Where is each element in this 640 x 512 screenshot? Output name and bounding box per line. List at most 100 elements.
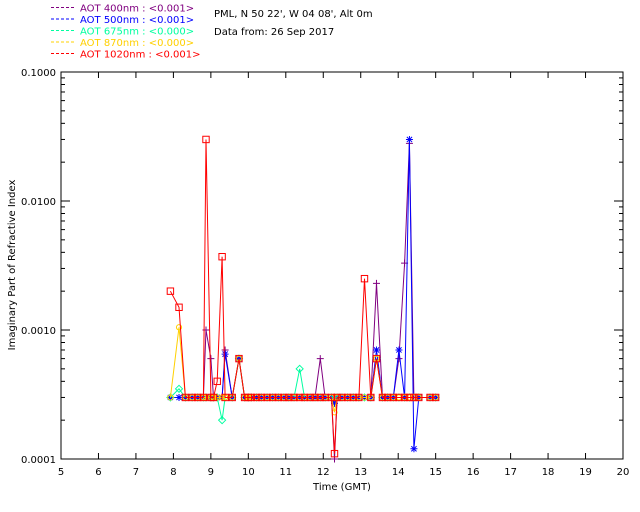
x-tick-label: 6 [95, 467, 101, 478]
data-point [199, 393, 208, 402]
data-point [338, 393, 346, 402]
data-point [343, 393, 352, 402]
data-point [175, 303, 183, 311]
data-point [202, 135, 210, 144]
x-tick-label: 9 [208, 467, 214, 478]
plot-frame [60, 71, 624, 460]
data-point [174, 384, 184, 394]
data-point [367, 393, 375, 402]
data-point [360, 274, 369, 283]
data-point [166, 287, 175, 295]
series-1 [166, 135, 440, 453]
data-point [316, 355, 324, 363]
x-tick-label: 11 [279, 467, 292, 478]
y-tick-label: 0.0001 [21, 455, 56, 466]
y-axis: 0.0001 0.0010 0.0100 0.1000 [21, 68, 623, 466]
data-point [290, 393, 298, 402]
y-axis-label: Imaginary Part of Refractive Index [7, 180, 18, 351]
x-tick-label: 12 [317, 467, 330, 478]
x-axis-label: Time (GMT) [312, 482, 371, 493]
data-point [175, 324, 183, 331]
data-point [372, 279, 380, 287]
data-point [217, 415, 227, 425]
data-point [295, 393, 304, 402]
legend: AOT 400nm : <0.001>AOT 500nm : <0.001>AO… [51, 4, 200, 61]
data-point [378, 393, 387, 402]
data-point [167, 394, 174, 401]
data-point [311, 393, 319, 402]
series-4 [166, 135, 440, 458]
data-point [247, 393, 256, 402]
data-point [316, 393, 324, 402]
data-point [355, 393, 363, 402]
x-tick-label: 16 [467, 467, 480, 478]
x-tick-label: 5 [58, 467, 64, 478]
series-line [170, 139, 436, 449]
y-tick-label: 0.0100 [21, 197, 56, 208]
data-point [213, 377, 221, 386]
data-point [209, 393, 218, 402]
data-point [372, 354, 381, 363]
x-tick-label: 20 [617, 467, 630, 478]
data-point [221, 393, 229, 402]
x-tick-label: 17 [504, 467, 517, 478]
data-point [235, 354, 243, 363]
x-tick-label: 7 [133, 467, 139, 478]
data-point [175, 393, 183, 401]
data-point [395, 393, 403, 402]
data-point [333, 393, 341, 402]
data-point [295, 364, 304, 374]
y-tick-label: 0.0010 [21, 326, 56, 337]
data-point [300, 393, 309, 402]
data-point [410, 445, 418, 453]
data-point [389, 393, 398, 402]
plot-area [166, 135, 440, 463]
data-point [188, 393, 196, 402]
data-point [426, 393, 434, 402]
data-point [410, 393, 418, 402]
series-line [170, 143, 436, 460]
series-line [169, 139, 436, 454]
data-point [405, 393, 414, 402]
x-tick-label: 8 [170, 467, 176, 478]
data-point [221, 350, 229, 358]
legend-label: AOT 500nm : <0.001> [80, 15, 194, 26]
data-point [372, 346, 380, 354]
data-point [415, 393, 423, 402]
data-point [218, 253, 226, 261]
x-axis: 5 6 7 8 9 10 11 12 13 14 15 16 17 18 19 20 [58, 72, 630, 478]
data-point [400, 393, 409, 402]
legend-label: AOT 870nm : <0.000> [80, 38, 194, 49]
data-point [268, 393, 277, 402]
legend-label: AOT 400nm : <0.001> [80, 4, 194, 15]
legend-label: AOT 675nm : <0.000> [80, 27, 194, 38]
x-tick-label: 15 [429, 467, 442, 478]
x-tick-label: 14 [392, 467, 405, 478]
data-point [327, 393, 336, 402]
date-header: Data from: 26 Sep 2017 [214, 27, 334, 38]
site-header: PML, N 50 22', W 04 08', Alt 0m [214, 9, 373, 20]
data-point [257, 393, 266, 402]
data-point [263, 393, 271, 402]
data-point [194, 393, 202, 402]
data-point [395, 346, 403, 354]
data-point [285, 393, 293, 402]
data-point [207, 355, 215, 363]
data-point [331, 399, 339, 407]
series-0 [166, 139, 440, 463]
data-point [202, 326, 210, 334]
data-point [280, 393, 288, 402]
data-point [384, 393, 392, 402]
data-point [330, 449, 339, 458]
x-tick-label: 19 [579, 467, 592, 478]
data-point [274, 393, 283, 402]
x-tick-label: 13 [354, 467, 367, 478]
x-tick-label: 18 [542, 467, 555, 478]
data-point [228, 393, 236, 402]
data-point [349, 393, 357, 402]
data-point [306, 393, 314, 402]
x-tick-label: 10 [242, 467, 255, 478]
data-point [252, 393, 261, 402]
legend-label: AOT 1020nm : <0.001> [80, 50, 200, 61]
